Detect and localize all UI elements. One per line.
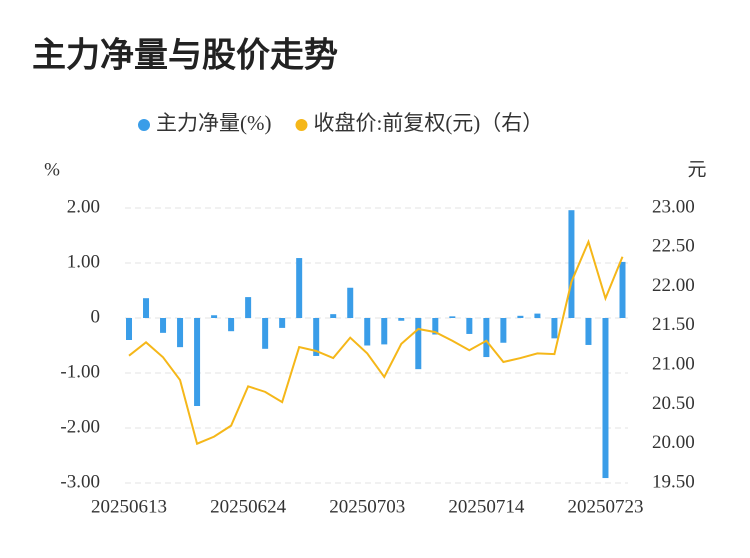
bar (194, 318, 201, 406)
bar (211, 315, 218, 318)
legend-label: 收盘价:前复权(元)（右） (313, 111, 543, 135)
bar (364, 318, 371, 346)
bar (279, 318, 286, 328)
x-tick-label: 20250723 (567, 496, 643, 517)
bar (126, 318, 133, 340)
bar (449, 316, 456, 318)
x-tick-label: 20250703 (329, 496, 405, 517)
legend-marker (295, 119, 308, 131)
y-tick-label: -1.00 (60, 361, 100, 382)
bar (262, 318, 269, 349)
legend-marker (138, 119, 150, 131)
y-tick-label: -3.00 (60, 471, 100, 492)
bar (551, 318, 558, 339)
price-line (128, 238, 624, 446)
y2-tick-label: 21.50 (652, 314, 695, 335)
bar (466, 318, 473, 334)
y-tick-label: 0 (91, 306, 101, 327)
y-tick-label: 1.00 (67, 251, 100, 272)
y2-tick-label: 22.50 (652, 236, 695, 257)
x-tick-label: 20250624 (210, 496, 287, 517)
bar (245, 297, 252, 318)
bar (483, 318, 490, 358)
bar (432, 318, 439, 335)
y2-axis-label: 元 (687, 159, 706, 180)
bar (602, 318, 609, 479)
bar (568, 210, 575, 318)
legend-label: 主力净量(%) (156, 111, 271, 135)
bar (585, 318, 592, 345)
bar (415, 318, 422, 370)
bar (500, 318, 507, 343)
bar (619, 261, 626, 318)
y2-tick-label: 21.00 (652, 354, 695, 375)
y-tick-label: -2.00 (60, 416, 100, 437)
x-tick-label: 20250714 (448, 496, 525, 517)
y2-tick-label: 22.00 (652, 275, 695, 296)
y-tick-label: 2.00 (67, 196, 100, 217)
bar (177, 318, 184, 348)
bar (296, 258, 303, 318)
chart-title: 主力净量与股价走势 (32, 36, 338, 76)
bar (330, 314, 337, 318)
bar (398, 318, 405, 321)
y2-tick-label: 23.00 (652, 196, 695, 217)
bar (517, 315, 524, 318)
bar (347, 287, 354, 318)
bar (534, 313, 541, 318)
bar (160, 318, 167, 333)
bar (228, 318, 235, 332)
bar (313, 318, 320, 356)
bar (381, 318, 388, 345)
y2-tick-label: 20.00 (652, 432, 695, 453)
y-axis-label: % (44, 159, 60, 180)
y2-tick-label: 20.50 (652, 393, 695, 414)
y2-tick-label: 19.50 (652, 471, 695, 492)
bar (143, 298, 150, 318)
x-tick-label: 20250613 (91, 496, 167, 517)
